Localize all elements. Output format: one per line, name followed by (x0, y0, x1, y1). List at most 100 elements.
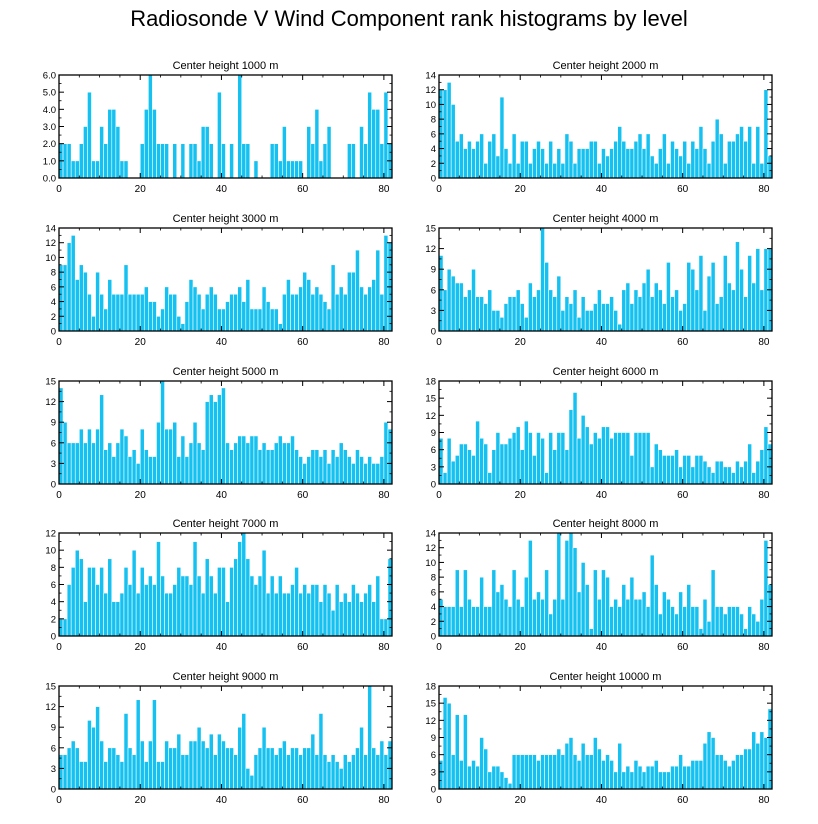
y-tick-label: 1.0 (43, 156, 56, 167)
histogram-bar (379, 293, 385, 332)
histogram-bar (359, 726, 364, 790)
histogram-bar (245, 768, 251, 790)
histogram-bar (588, 310, 594, 332)
panel-title: Center height 9000 m (173, 671, 279, 683)
histogram-bar (371, 109, 377, 179)
histogram-bar (605, 155, 610, 179)
y-tick-label: 0 (431, 480, 436, 491)
histogram-bar (584, 754, 590, 790)
histogram-bar (446, 437, 452, 485)
histogram-bar (739, 268, 744, 332)
histogram-bar (515, 289, 521, 332)
histogram-bar (66, 747, 72, 790)
histogram-bar (727, 140, 732, 179)
histogram-bar (221, 740, 226, 790)
histogram-bar (277, 435, 283, 485)
histogram-bar (499, 584, 505, 637)
histogram-bar (682, 140, 688, 179)
histogram-bar (184, 301, 190, 332)
y-tick-label: 12 (425, 85, 436, 96)
histogram-bar (143, 761, 149, 790)
histogram-bar (666, 455, 671, 485)
y-tick-label: 14 (45, 224, 56, 235)
histogram-bar (511, 432, 517, 485)
histogram-bar (253, 584, 259, 637)
histogram-bar (245, 143, 251, 179)
histogram-bar (265, 449, 271, 485)
histogram-bar (702, 310, 708, 332)
histogram-bar (359, 126, 364, 179)
histogram-bar (568, 140, 574, 179)
histogram-bar (237, 541, 243, 637)
histogram-bar (286, 279, 291, 332)
histogram-bar (528, 754, 533, 790)
histogram-bar (265, 301, 271, 332)
histogram-bar (351, 584, 356, 637)
x-tick-label: 60 (297, 337, 309, 348)
histogram-bar (286, 754, 291, 790)
histogram-bar (690, 268, 696, 332)
panel-title: Center height 6000 m (553, 366, 659, 378)
histogram-bar (213, 754, 218, 790)
histogram-bar (487, 771, 493, 790)
y-tick-label: 12 (425, 716, 436, 727)
histogram-bar (739, 466, 744, 485)
histogram-bar (66, 143, 72, 179)
y-tick-label: 4 (51, 297, 56, 308)
histogram-bar (584, 310, 590, 332)
histogram-bar (367, 91, 372, 179)
histogram-bar (326, 463, 332, 485)
histogram-bar (176, 567, 182, 637)
histogram-bar (257, 449, 263, 485)
histogram-bar (568, 303, 574, 332)
histogram-bar (690, 760, 696, 790)
histogram-bar (184, 575, 190, 637)
histogram-bar (310, 584, 316, 637)
histogram-bar (576, 591, 582, 637)
histogram-bar (217, 394, 222, 485)
histogram-bar (74, 549, 80, 637)
y-tick-label: 8 (431, 573, 436, 584)
histogram-bar (74, 747, 80, 790)
x-tick-label: 20 (515, 490, 527, 501)
histogram-bar (617, 606, 623, 637)
histogram-bar (633, 598, 639, 637)
histogram-bar (135, 463, 141, 485)
histogram-bar (273, 754, 279, 790)
histogram-bar (727, 282, 732, 332)
histogram-bar (261, 549, 267, 637)
histogram-bar (334, 293, 340, 332)
histogram-bar (564, 540, 570, 637)
histogram-bar (123, 713, 129, 790)
histogram-bar (225, 442, 230, 485)
x-tick-label: 20 (135, 184, 147, 195)
y-tick-label: 9 (51, 418, 56, 429)
histogram-bar (217, 308, 222, 332)
histogram-bar (698, 126, 704, 179)
histogram-bar (698, 255, 704, 332)
histogram-bar (491, 449, 497, 485)
histogram-bar (74, 160, 80, 179)
histogram-bar (379, 456, 385, 485)
x-tick-label: 60 (297, 184, 309, 195)
histogram-bar (282, 740, 287, 790)
y-tick-label: 15 (425, 699, 436, 710)
x-tick-label: 20 (135, 337, 147, 348)
histogram-bar (731, 606, 736, 637)
histogram-bar (637, 133, 643, 179)
x-tick-label: 0 (436, 795, 442, 806)
histogram-bar (463, 296, 468, 332)
histogram-bar (584, 584, 590, 637)
histogram-bar (572, 754, 578, 790)
histogram-bar (751, 613, 757, 637)
x-tick-label: 60 (677, 795, 689, 806)
histogram-panel: Center height 9000 m 0 20 40 60 80 0 3 6 9 12 15 (45, 671, 393, 806)
histogram-bar (662, 133, 667, 179)
histogram-bar (103, 143, 109, 179)
y-tick-label: 6 (431, 445, 436, 456)
histogram-bar (552, 598, 558, 637)
x-tick-label: 60 (297, 795, 309, 806)
histogram-bar (290, 160, 295, 179)
x-tick-label: 80 (758, 490, 770, 501)
